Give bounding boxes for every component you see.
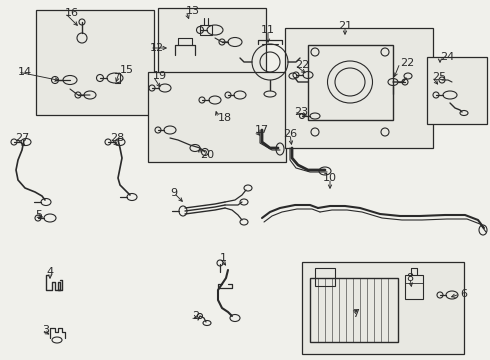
Text: 15: 15 xyxy=(120,65,134,75)
Text: 20: 20 xyxy=(200,150,214,160)
Bar xyxy=(285,28,433,148)
Bar xyxy=(310,278,398,342)
Text: 21: 21 xyxy=(338,21,352,31)
Text: 8: 8 xyxy=(406,273,414,283)
Text: 22: 22 xyxy=(400,58,414,68)
Text: 24: 24 xyxy=(440,52,454,62)
Text: 13: 13 xyxy=(186,6,200,16)
Text: 16: 16 xyxy=(65,8,79,18)
Bar xyxy=(315,268,335,286)
Text: 22: 22 xyxy=(295,60,309,70)
Text: 28: 28 xyxy=(110,133,124,143)
Text: 3: 3 xyxy=(42,325,49,335)
Bar xyxy=(148,72,286,162)
Text: 25: 25 xyxy=(432,72,446,82)
Text: 2: 2 xyxy=(192,311,199,321)
Text: 11: 11 xyxy=(261,25,275,35)
Text: 17: 17 xyxy=(255,125,269,135)
Text: 5: 5 xyxy=(35,210,42,220)
Bar xyxy=(308,45,393,120)
Text: 7: 7 xyxy=(352,309,359,319)
Text: 4: 4 xyxy=(47,267,53,277)
Text: 12: 12 xyxy=(150,43,164,53)
Bar xyxy=(427,57,487,124)
Text: 18: 18 xyxy=(218,113,232,123)
Text: 14: 14 xyxy=(18,67,32,77)
Text: 19: 19 xyxy=(153,71,167,81)
Bar xyxy=(200,25,212,35)
Text: 1: 1 xyxy=(220,253,227,263)
Bar xyxy=(405,275,423,299)
Bar xyxy=(36,10,154,115)
Bar xyxy=(158,8,266,76)
Text: 6: 6 xyxy=(460,289,467,299)
Text: 23: 23 xyxy=(294,107,308,117)
Text: 26: 26 xyxy=(283,129,297,139)
Bar xyxy=(302,262,464,354)
Text: 10: 10 xyxy=(323,173,337,183)
Text: 9: 9 xyxy=(171,188,177,198)
Text: 27: 27 xyxy=(15,133,29,143)
